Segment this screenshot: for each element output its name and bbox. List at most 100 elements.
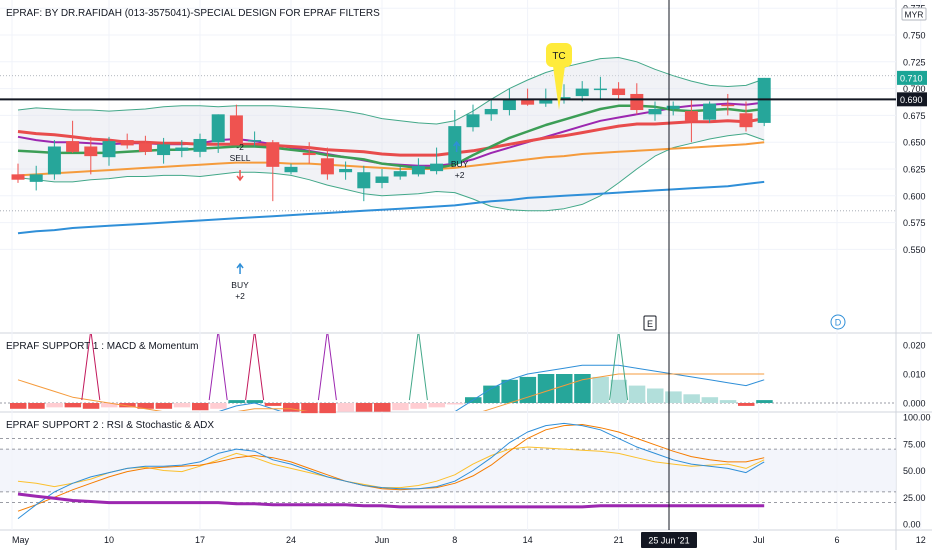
rsi-tick-label: 0.00 <box>903 520 921 530</box>
buy-signal-text: +2 <box>235 291 245 301</box>
candle-body <box>484 108 498 115</box>
candle-body <box>229 115 243 146</box>
candle-body <box>302 152 316 156</box>
candle-body <box>703 103 717 120</box>
crosshair-price-label: 0.690 <box>900 95 923 105</box>
macd-histogram-bar <box>683 394 700 403</box>
price-tick-label: 0.625 <box>903 165 926 175</box>
macd-histogram-bar <box>137 403 154 409</box>
momentum-line <box>408 334 428 401</box>
macd-histogram-bar <box>228 400 245 403</box>
sell-arrow-icon <box>236 170 244 182</box>
candle-body <box>521 99 535 105</box>
buy-signal-label: BUY <box>231 280 249 290</box>
time-tick-label: Jun <box>375 535 390 545</box>
candle-body <box>557 97 571 100</box>
earnings-marker[interactable] <box>643 315 657 331</box>
grid <box>0 0 922 530</box>
macd-histogram-bar <box>446 403 464 405</box>
time-tick-label: May <box>12 535 30 545</box>
macd-histogram-bar <box>192 403 209 411</box>
rsi-tick-label: 50.00 <box>903 466 926 476</box>
time-tick-label: 17 <box>195 535 205 545</box>
candle-body <box>102 141 116 158</box>
candle-body <box>539 99 553 104</box>
macd-histogram-bar <box>46 403 63 408</box>
macd-histogram-bar <box>246 400 264 403</box>
candle-body <box>757 77 771 123</box>
candle-body <box>320 158 334 175</box>
candle-body <box>630 93 644 111</box>
candle-body <box>466 114 480 128</box>
rsi-tick-label: 75.00 <box>903 439 926 449</box>
price-tick-label: 0.675 <box>903 111 926 121</box>
candle-body <box>157 144 171 156</box>
macd-histogram-bar <box>556 374 573 403</box>
macd-histogram-bar <box>355 403 373 412</box>
ema-red-line <box>17 117 765 157</box>
macd-histogram-bar <box>173 403 191 408</box>
candle-body <box>666 105 680 109</box>
macd-histogram-bar <box>428 403 446 408</box>
price-tick-label: 0.650 <box>903 138 926 148</box>
macd-tick-label: 0.010 <box>903 370 926 380</box>
earnings-marker-label: E <box>647 319 653 329</box>
macd-histogram-bar <box>719 400 737 403</box>
time-tick-label: Jul <box>753 535 765 545</box>
candle-body <box>375 176 389 183</box>
candle-body <box>612 88 626 96</box>
rsi-series <box>0 422 896 519</box>
time-tick-label: 8 <box>452 535 457 545</box>
crosshair-date-tag <box>641 532 697 548</box>
ema-blue-line <box>17 180 765 235</box>
crosshair-date-label: 25 Jun '21 <box>648 536 689 546</box>
candle-body <box>430 163 444 172</box>
price-tick-label: 0.725 <box>903 57 926 67</box>
rsi-yellow-line <box>17 446 765 489</box>
macd-histogram-bar <box>628 385 646 403</box>
candle-body <box>11 174 25 180</box>
time-tick-label: 12 <box>916 535 926 545</box>
candles[interactable] <box>11 76 771 202</box>
band-fill <box>18 57 765 211</box>
macd-histogram-bar <box>701 397 719 403</box>
candle-body <box>739 113 753 128</box>
momentum-line <box>317 334 337 401</box>
macd-series <box>0 334 896 414</box>
macd-histogram-bar <box>82 403 100 409</box>
dividend-marker[interactable] <box>830 314 846 330</box>
macd-histogram-bar <box>10 403 27 409</box>
candle-body <box>721 104 735 107</box>
candle-body <box>648 108 662 115</box>
candle-body <box>29 174 43 182</box>
candle-body <box>339 169 353 173</box>
time-tick-label: 24 <box>286 535 296 545</box>
macd-title: EPRAF SUPPORT 1 : MACD & Momentum <box>6 341 198 352</box>
momentum-line <box>609 334 629 401</box>
price-tick-label: 0.700 <box>903 84 926 94</box>
macd-histogram-bar <box>374 403 391 412</box>
candle-body <box>393 171 407 177</box>
macd-histogram-bar <box>592 376 609 403</box>
candle-body <box>266 142 280 167</box>
dividend-marker-label: D <box>835 318 842 328</box>
price-tick-label: 0.750 <box>903 31 926 41</box>
stochastic-orange-line <box>17 424 765 512</box>
macd-histogram-bar <box>610 379 628 403</box>
candle-body <box>211 114 225 143</box>
stochastic-blue-line <box>17 422 765 519</box>
tc-bubble: TC <box>546 43 572 110</box>
candle-body <box>248 140 262 142</box>
candle-body <box>593 88 607 91</box>
currency-box[interactable] <box>901 7 927 21</box>
momentum-line <box>208 334 228 401</box>
rsi-tick-label: 25.00 <box>903 493 926 503</box>
candle-body <box>284 166 298 173</box>
momentum-line <box>245 334 265 401</box>
macd-histogram-bar <box>28 403 45 409</box>
tc-label: TC <box>552 51 565 62</box>
